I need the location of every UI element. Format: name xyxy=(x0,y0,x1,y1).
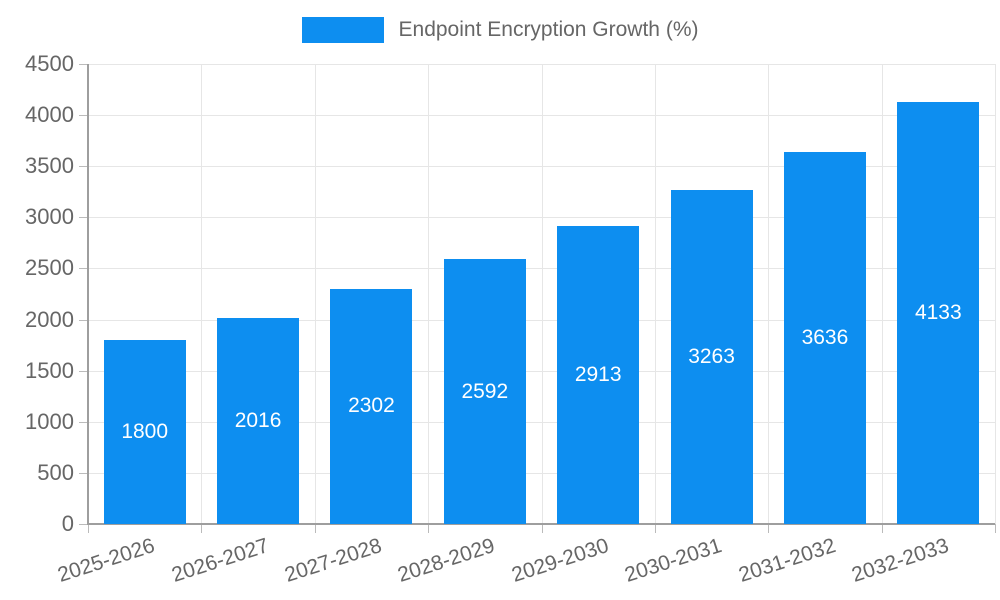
y-tick xyxy=(79,64,88,65)
x-axis-line xyxy=(87,523,995,525)
y-axis-label: 4000 xyxy=(25,102,74,128)
y-tick xyxy=(79,421,88,423)
x-tick xyxy=(654,524,656,533)
x-axis-label: 2029-2030 xyxy=(508,534,612,587)
x-axis-label: 2025-2026 xyxy=(55,534,158,587)
bar-value-label: 2302 xyxy=(348,394,395,418)
y-tick xyxy=(79,115,88,117)
bar[interactable]: 2302 xyxy=(330,288,413,524)
bar[interactable]: 1800 xyxy=(103,340,186,524)
y-tick xyxy=(79,370,88,372)
bar-value-label: 2592 xyxy=(461,379,509,403)
y-axis-label: 1500 xyxy=(25,357,74,383)
y-axis-label: 2000 xyxy=(25,306,74,332)
x-tick xyxy=(881,524,883,533)
bar[interactable]: 3263 xyxy=(670,190,753,524)
legend[interactable]: Endpoint Encryption Growth (%) xyxy=(0,17,1000,43)
bar[interactable]: 2016 xyxy=(217,317,300,524)
x-axis-label: 2028-2029 xyxy=(395,534,498,587)
legend-swatch xyxy=(301,17,384,43)
y-tick xyxy=(79,472,88,474)
x-axis-label: 2026-2027 xyxy=(168,534,272,587)
y-tick xyxy=(79,268,88,270)
y-axis-label: 4500 xyxy=(25,51,74,76)
y-axis-line xyxy=(87,64,89,524)
v-gridline xyxy=(314,64,316,524)
bar[interactable]: 4133 xyxy=(897,101,980,524)
bar-value-label: 3263 xyxy=(688,345,735,369)
x-tick xyxy=(428,524,430,533)
y-tick xyxy=(79,319,88,321)
v-gridline xyxy=(995,64,996,524)
bar[interactable]: 2913 xyxy=(557,226,640,524)
y-axis-label: 3500 xyxy=(25,153,74,179)
x-tick xyxy=(768,524,770,533)
bar-value-label: 2016 xyxy=(234,408,282,432)
y-axis-label: 0 xyxy=(61,511,74,536)
y-axis-label: 2500 xyxy=(25,255,74,281)
x-tick xyxy=(88,524,89,533)
x-tick xyxy=(995,524,996,533)
y-tick xyxy=(79,524,88,525)
x-axis-label: 2031-2032 xyxy=(735,534,839,587)
bar[interactable]: 2592 xyxy=(443,259,526,524)
y-axis-label: 3000 xyxy=(25,204,74,230)
v-gridline xyxy=(768,64,770,524)
bar-value-label: 1800 xyxy=(121,420,169,443)
x-axis-label: 2030-2031 xyxy=(622,534,725,587)
v-gridline xyxy=(201,64,203,524)
legend-label: Endpoint Encryption Growth (%) xyxy=(398,18,699,41)
bar-value-label: 4133 xyxy=(914,300,962,324)
bar-value-label: 3636 xyxy=(801,326,849,350)
x-axis-label: 2027-2028 xyxy=(281,534,385,587)
y-tick xyxy=(79,166,88,168)
x-axis-label: 2032-2033 xyxy=(848,534,952,587)
v-gridline xyxy=(881,64,883,524)
v-gridline xyxy=(654,64,656,524)
bar-value-label: 2913 xyxy=(574,363,622,387)
x-tick xyxy=(541,524,543,533)
x-tick xyxy=(201,524,203,533)
y-axis-label: 1000 xyxy=(25,408,74,434)
y-tick xyxy=(79,217,88,219)
v-gridline xyxy=(428,64,430,524)
bar[interactable]: 3636 xyxy=(783,152,866,524)
v-gridline xyxy=(541,64,543,524)
y-axis-label: 500 xyxy=(37,459,74,485)
x-tick xyxy=(314,524,316,533)
